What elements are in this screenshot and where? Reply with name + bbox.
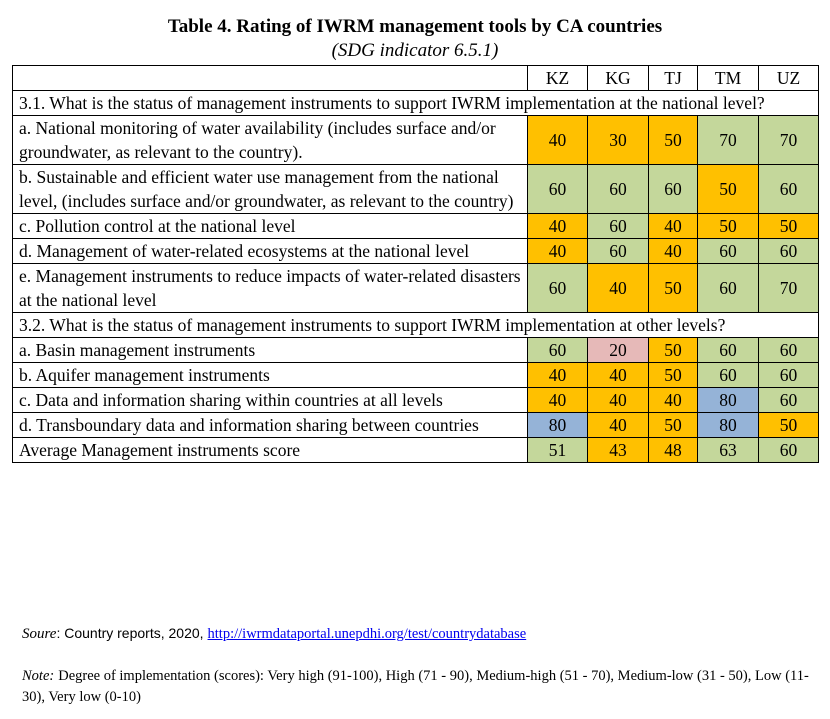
column-header: UZ: [758, 65, 819, 91]
data-row: b. Sustainable and efficient water use m…: [12, 164, 819, 214]
table-subtitle: (SDG indicator 6.5.1): [331, 40, 499, 61]
score-cell: 40: [648, 387, 698, 413]
score-cell: 60: [527, 337, 588, 363]
row-label: e. Management instruments to reduce impa…: [12, 263, 528, 313]
data-row: Average Management instruments score 51 43…: [12, 437, 819, 463]
data-row: b. Aquifer management instruments 40 40 50 6…: [12, 362, 819, 388]
note-label: Note:: [22, 668, 55, 684]
score-cell: 40: [587, 362, 649, 388]
row-label: c. Data and information sharing within c…: [12, 387, 528, 413]
score-cell: 48: [648, 437, 698, 463]
score-cell: 60: [587, 238, 649, 264]
score-cell: 60: [758, 387, 819, 413]
table-body: 3.1. What is the status of management in…: [12, 90, 819, 463]
ratings-table: KZ KG TJ TM UZ 3.1. What is the status of ma…: [12, 65, 819, 463]
note: Note: Degree of implementation (scores): …: [22, 666, 812, 708]
score-cell: 50: [648, 412, 698, 438]
data-row: a. National monitoring of water availabi…: [12, 115, 819, 165]
column-header: TM: [697, 65, 759, 91]
column-header: KZ: [527, 65, 588, 91]
score-cell: 60: [648, 164, 698, 214]
score-cell: 20: [587, 337, 649, 363]
score-cell: 50: [758, 412, 819, 438]
source: Soure: Country reports, 2020, http://iwrm…: [22, 625, 526, 643]
score-cell: 30: [587, 115, 649, 165]
header-row: KZ KG TJ TM UZ: [12, 65, 819, 91]
score-cell: 50: [648, 115, 698, 165]
score-cell: 60: [697, 362, 759, 388]
data-row: c. Data and information sharing within c…: [12, 387, 819, 413]
score-cell: 51: [527, 437, 588, 463]
score-cell: 40: [527, 115, 588, 165]
score-cell: 43: [587, 437, 649, 463]
score-cell: 40: [527, 362, 588, 388]
section-row: 3.1. What is the status of management in…: [12, 90, 819, 116]
score-cell: 63: [697, 437, 759, 463]
score-cell: 60: [697, 337, 759, 363]
column-header: TJ: [648, 65, 698, 91]
row-label: d. Management of water-related ecosystem…: [12, 238, 528, 264]
score-cell: 50: [758, 213, 819, 239]
data-row: d. Transboundary data and information sh…: [12, 412, 819, 438]
score-cell: 40: [587, 387, 649, 413]
score-cell: 70: [758, 115, 819, 165]
row-label: d. Transboundary data and information sh…: [12, 412, 528, 438]
score-cell: 80: [697, 387, 759, 413]
score-cell: 40: [527, 238, 588, 264]
score-cell: 40: [648, 238, 698, 264]
score-cell: 40: [527, 213, 588, 239]
source-link[interactable]: http://iwrmdataportal.unepdhi.org/test/c…: [207, 626, 527, 642]
data-row: c. Pollution control at the national lev…: [12, 213, 819, 239]
row-label: b. Aquifer management instruments: [12, 362, 528, 388]
row-label: Average Management instruments score: [12, 437, 528, 463]
score-cell: 70: [758, 263, 819, 313]
source-text: : Country reports, 2020,: [56, 625, 204, 641]
data-row: d. Management of water-related ecosystem…: [12, 238, 819, 264]
score-cell: 60: [758, 362, 819, 388]
score-cell: 60: [587, 213, 649, 239]
row-label: a. Basin management instruments: [12, 337, 528, 363]
note-text: Degree of implementation (scores): Very …: [22, 668, 809, 705]
score-cell: 40: [587, 263, 649, 313]
score-cell: 60: [758, 238, 819, 264]
row-label: c. Pollution control at the national lev…: [12, 213, 528, 239]
header-cell: [12, 65, 528, 91]
score-cell: 60: [697, 263, 759, 313]
score-cell: 40: [648, 213, 698, 239]
source-label: Soure: [22, 626, 57, 642]
score-cell: 50: [648, 263, 698, 313]
score-cell: 40: [587, 412, 649, 438]
score-cell: 50: [697, 164, 759, 214]
section-cell: 3.1. What is the status of management in…: [12, 90, 819, 116]
score-cell: 50: [648, 337, 698, 363]
score-cell: 40: [527, 387, 588, 413]
score-cell: 50: [648, 362, 698, 388]
score-cell: 60: [697, 238, 759, 264]
section-row: 3.2. What is the status of management in…: [12, 312, 819, 338]
data-row: e. Management instruments to reduce impa…: [12, 263, 819, 313]
score-cell: 60: [587, 164, 649, 214]
score-cell: 50: [697, 213, 759, 239]
score-cell: 60: [527, 263, 588, 313]
column-header: KG: [587, 65, 649, 91]
data-row: a. Basin management instruments 60 20 50 60 6…: [12, 337, 819, 363]
section-cell: 3.2. What is the status of management in…: [12, 312, 819, 338]
score-cell: 60: [758, 437, 819, 463]
score-cell: 60: [527, 164, 588, 214]
score-cell: 80: [527, 412, 588, 438]
score-cell: 60: [758, 164, 819, 214]
row-label: b. Sustainable and efficient water use m…: [12, 164, 528, 214]
score-cell: 70: [697, 115, 759, 165]
table-title: Table 4. Rating of IWRM management tools…: [167, 16, 663, 37]
score-cell: 80: [697, 412, 759, 438]
row-label: a. National monitoring of water availabi…: [12, 115, 528, 165]
score-cell: 60: [758, 337, 819, 363]
